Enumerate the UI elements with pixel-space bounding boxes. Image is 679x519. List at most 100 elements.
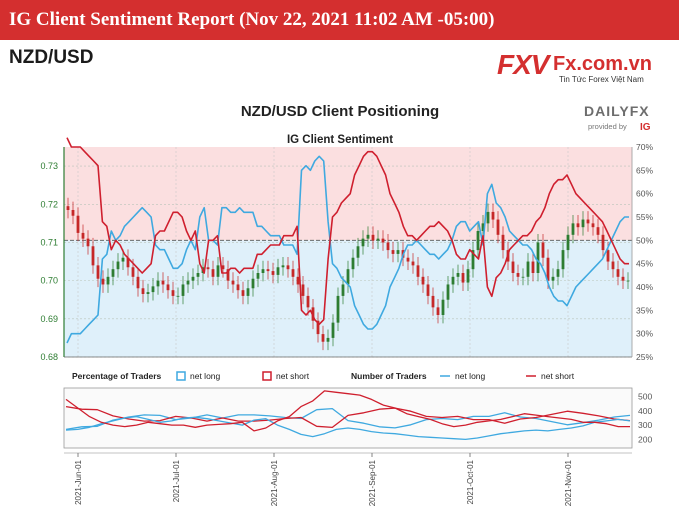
price-candle (446, 284, 450, 300)
price-candle (211, 269, 215, 277)
price-candle (561, 250, 565, 270)
price-candle (391, 250, 395, 254)
price-candle (261, 269, 265, 273)
price-candle (481, 223, 485, 231)
price-candle (111, 269, 115, 277)
price-candle (246, 288, 250, 296)
price-candle (546, 257, 550, 281)
price-candle (301, 284, 305, 296)
price-candle (501, 234, 505, 251)
price-candle (371, 234, 375, 241)
pct-tick-label: 35% (636, 305, 653, 315)
lower-panel-frame (63, 387, 633, 449)
price-candle (326, 337, 330, 342)
price-candle (251, 278, 255, 289)
price-candle (181, 284, 185, 296)
price-candle (616, 269, 620, 277)
price-candle (226, 269, 230, 281)
legend-num-net-short-label: net short (541, 371, 575, 381)
num-traders-tick-label: 400 (638, 406, 652, 416)
price-candle (476, 231, 480, 251)
price-candle (601, 234, 605, 251)
price-candle (341, 284, 345, 296)
price-candle (156, 280, 160, 287)
report-banner-title: IG Client Sentiment Report (Nov 22, 2021… (0, 0, 679, 40)
price-candle (566, 234, 570, 251)
dailyfx-provided-by: provided by (588, 122, 627, 131)
pct-tick-label: 50% (636, 235, 653, 245)
price-candle (416, 265, 420, 277)
price-candle (591, 223, 595, 228)
price-candle (151, 286, 155, 293)
pct-tick-label: 70% (636, 142, 653, 152)
legend-num-net-long-label: net long (455, 371, 486, 381)
price-candle (71, 210, 75, 216)
price-candle (336, 295, 340, 323)
price-candle (171, 290, 175, 296)
dailyfx-logo: DAILYFX provided by IG (584, 103, 651, 133)
price-candle (191, 276, 195, 281)
ig-logo: IG (640, 122, 651, 133)
price-candle (276, 267, 280, 275)
sentiment-chart: NZD/USD Client Positioning IG Client Sen… (0, 92, 679, 519)
price-candle (406, 257, 410, 262)
price-candle (241, 290, 245, 296)
price-candle (586, 219, 590, 224)
price-candle (316, 320, 320, 335)
price-candle (106, 276, 110, 285)
price-candle (266, 269, 270, 272)
legend-num-title: Number of Traders (351, 371, 427, 381)
price-tick-label: 0.72 (40, 199, 58, 209)
pct-tick-label: 25% (636, 352, 653, 362)
price-candle (206, 267, 210, 270)
pct-tick-label: 60% (636, 189, 653, 199)
net-short-pct-line (66, 137, 629, 326)
fxv-logo-mark: FXV (497, 49, 549, 80)
pct-traders-net-short-line (65, 405, 631, 429)
price-candle (236, 284, 240, 291)
net-long-pct-line (66, 155, 629, 344)
price-candle (531, 261, 535, 273)
price-candle (296, 276, 300, 285)
price-candle (351, 257, 355, 270)
price-candle (426, 284, 430, 296)
price-candle (76, 215, 80, 233)
date-axis: 2021-Jun-01 2021-Jul-01 2021-Aug-01 2021-Se… (64, 452, 632, 506)
price-candle (356, 246, 360, 258)
price-candle (396, 250, 400, 254)
price-candle (581, 219, 585, 228)
price-candle (271, 271, 275, 275)
chart-subtitle: IG Client Sentiment (287, 134, 393, 146)
main-plot-axes: 0.73 0.72 0.71 0.70 0.69 0.68 70% 65% 60% 55% 50% 4… (40, 142, 653, 362)
date-tick-label: 2021-Nov-01 (564, 459, 573, 506)
price-tick-label: 0.69 (40, 314, 58, 324)
num-traders-net-short-line (65, 390, 630, 432)
date-tick-label: 2021-Jul-01 (172, 459, 181, 502)
price-candle (551, 276, 555, 281)
price-candle (291, 269, 295, 277)
price-candle (421, 276, 425, 285)
price-tick-label: 0.73 (40, 161, 58, 171)
price-candle (381, 238, 385, 243)
price-tick-label: 0.68 (40, 352, 58, 362)
legend-pct-net-long-swatch (176, 371, 186, 381)
price-candle (121, 257, 125, 262)
price-candle (376, 238, 380, 241)
pct-tick-label: 55% (636, 212, 653, 222)
price-candle (486, 211, 490, 224)
price-candle (91, 246, 95, 266)
price-candle (606, 250, 610, 262)
price-candle (281, 265, 285, 268)
pct-traders-net-long-line (65, 407, 631, 431)
price-candle (596, 227, 600, 235)
price-candle (366, 234, 370, 239)
price-candle (441, 299, 445, 315)
price-candle (571, 223, 575, 235)
price-candle (456, 273, 460, 277)
currency-pair-label: NZD/USD (9, 47, 94, 68)
fxv-logo: FXV Fx.com.vn Tin Tức Forex Việt Nam (497, 49, 673, 85)
price-candle (411, 261, 415, 266)
date-tick-label: 2021-Sep-01 (368, 459, 377, 506)
price-tick-label: 0.70 (40, 276, 58, 286)
price-candle (511, 261, 515, 273)
